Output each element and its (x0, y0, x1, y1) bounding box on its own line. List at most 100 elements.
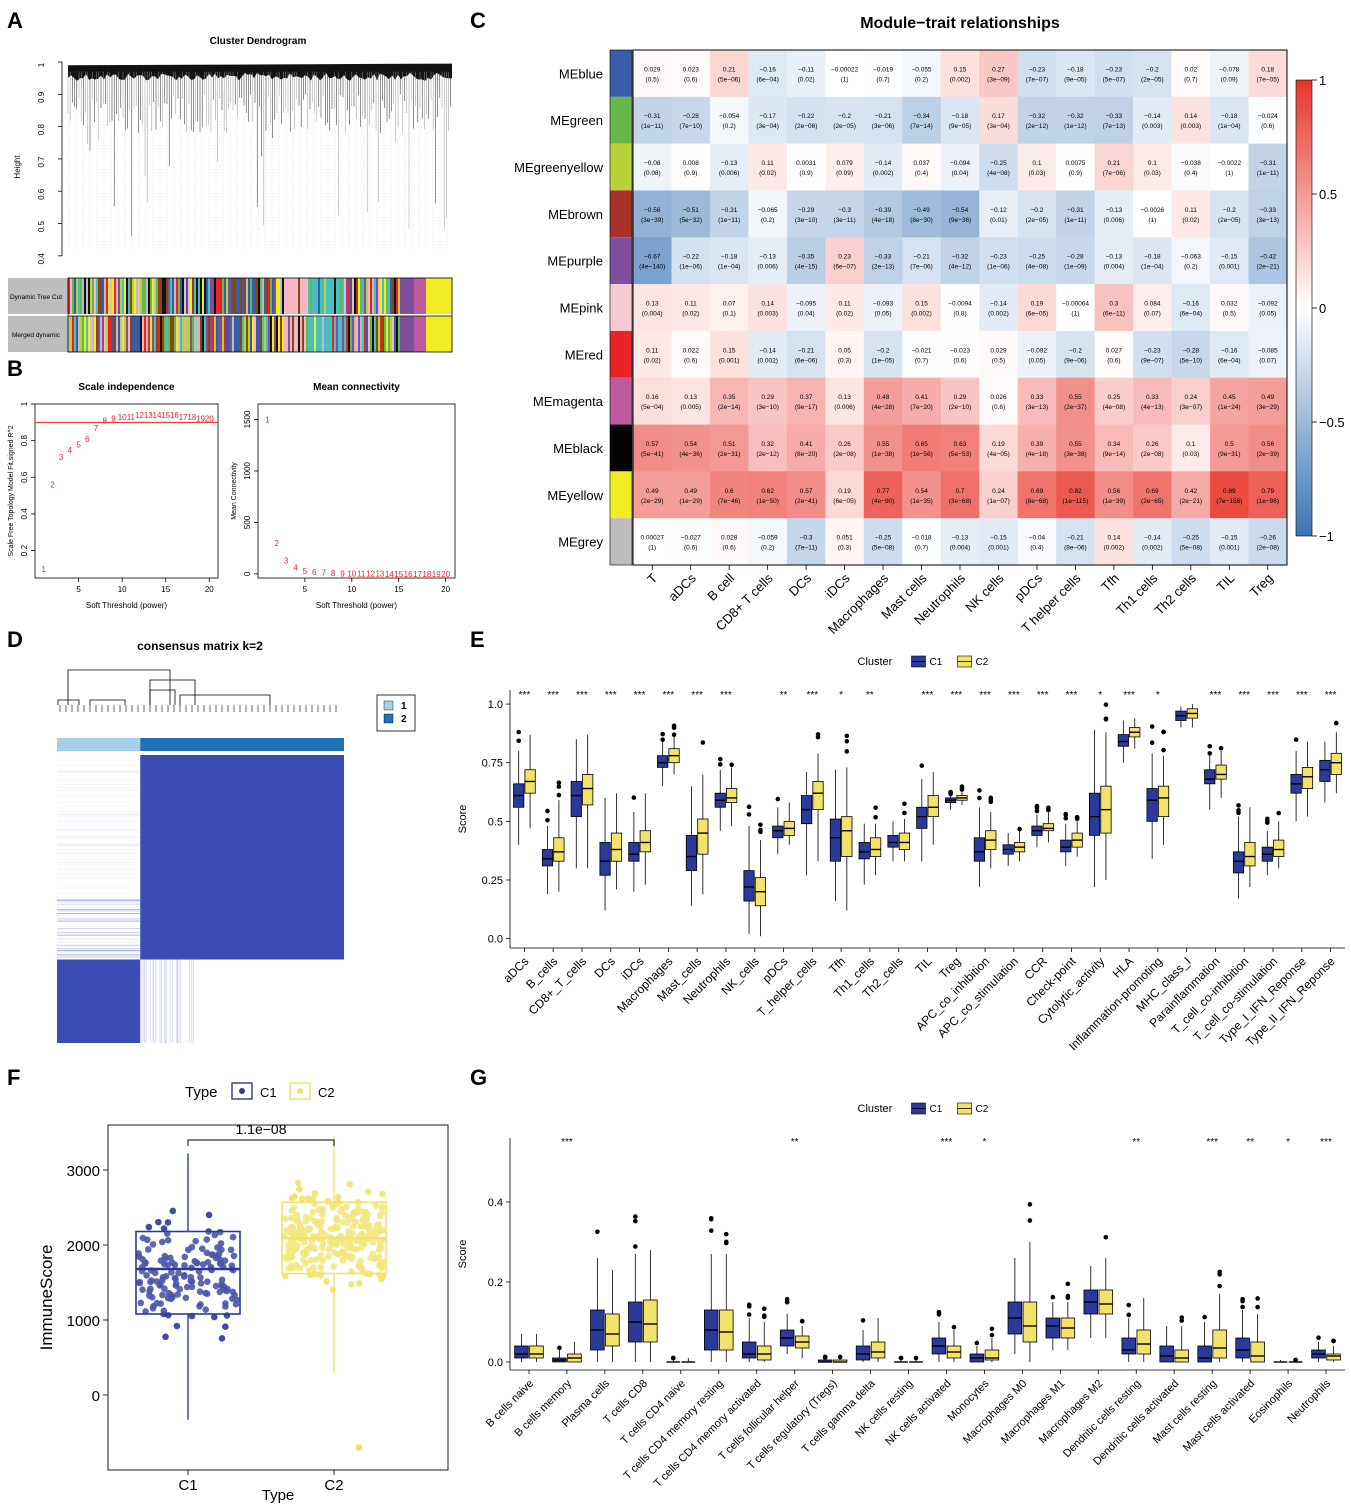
module-color-stripe (342, 316, 345, 352)
scale-independence-point: 11 (127, 413, 136, 422)
immunescore-point (227, 1246, 235, 1254)
immune-function-box (639, 830, 651, 853)
heatmap-cell (786, 471, 826, 519)
immune-function-outlier (1161, 729, 1166, 735)
immunescore-point (149, 1241, 157, 1248)
cell-pvalue: (0.6) (953, 357, 966, 364)
cell-correlation: −0.18 (1067, 66, 1084, 73)
module-color-stripe (368, 278, 371, 314)
immunescore-point (139, 1286, 146, 1294)
immune-function-significance: *** (691, 690, 703, 701)
mean-connectivity-y-tick-label: 1000 (243, 461, 252, 479)
immunescore-point (289, 1223, 297, 1231)
immune-cell-outlier (913, 1355, 919, 1361)
immune-function-box (1232, 851, 1245, 874)
scale-independence-point: 2 (50, 481, 55, 490)
module-color-stripe (112, 278, 115, 314)
cell-pvalue: (9e−05) (949, 123, 972, 130)
immune-cell-significance: * (982, 1137, 986, 1148)
module-color-stripe (380, 316, 383, 352)
immune-cell-y-tick-label: 0.2 (488, 1277, 503, 1289)
cell-pvalue: (0.08) (644, 170, 661, 177)
module-color-stripe (166, 278, 169, 314)
cell-pvalue: (4e−36) (679, 451, 702, 458)
immune-cell-outlier (1255, 1304, 1260, 1310)
module-color-stripe (192, 278, 195, 314)
cell-pvalue: (2e−21) (1180, 498, 1203, 505)
cell-pvalue: (1e−39) (1103, 498, 1126, 505)
immunescore-point (378, 1203, 386, 1211)
heatmap-cell (1248, 377, 1288, 425)
cluster-bar-1 (57, 738, 141, 751)
cell-pvalue: (0.002) (873, 170, 894, 177)
immunescore-point (155, 1218, 162, 1226)
module-color-stripe (386, 278, 389, 314)
module-color-stripe (314, 316, 317, 352)
heatmap-cell (1017, 190, 1057, 238)
dendrogram-y-tick-label: 0.4 (37, 253, 46, 265)
cell-correlation: 0.15 (954, 66, 967, 73)
heatmap-cell (940, 330, 980, 379)
immune-function-outlier (746, 812, 752, 817)
cell-correlation: 0.55 (1069, 441, 1082, 448)
cell-pvalue: (0.6) (1107, 357, 1120, 364)
module-color-swatch (610, 50, 632, 97)
cell-pvalue: (4e−15) (795, 264, 818, 271)
cell-correlation: 0.54 (684, 441, 697, 448)
cell-correlation: −0.054 (719, 113, 739, 120)
heatmap-cell (1094, 424, 1134, 472)
module-color-stripe (426, 316, 429, 352)
module-color-stripe (352, 316, 355, 352)
heatmap-cell (940, 377, 980, 425)
immune-function-outlier (717, 762, 723, 767)
panel-letter-b: B (7, 356, 23, 381)
immunescore-point (158, 1238, 166, 1246)
immune-cell-box (1022, 1301, 1038, 1343)
cell-pvalue: (3e−10) (756, 404, 779, 411)
immune-cell-x-tick-label: Macrophages M1 (999, 1378, 1068, 1447)
immunescore-point (291, 1193, 298, 1200)
immune-function-outlier (556, 780, 562, 786)
mean-connectivity-point: 14 (385, 570, 394, 579)
immune-function-box (1319, 759, 1331, 782)
immune-cell-box (1326, 1353, 1341, 1361)
heatmap-cell (1017, 518, 1057, 566)
heatmap-cell (863, 237, 903, 285)
heatmap-cell (1210, 143, 1249, 191)
cell-pvalue: (9e−06) (1064, 357, 1087, 364)
cell-pvalue: (0.2) (722, 123, 735, 130)
immune-cell-outlier (951, 1324, 957, 1330)
module-color-stripe (154, 278, 157, 314)
immunescore-xlabel: Type (262, 1487, 295, 1504)
cell-correlation: −0.13 (721, 160, 738, 167)
immunescore-point (356, 1280, 363, 1287)
cell-correlation: 0.23 (838, 254, 851, 261)
cell-pvalue: (0.01) (990, 217, 1007, 224)
heatmap-cell (1056, 471, 1095, 519)
cell-correlation: 0.57 (646, 441, 659, 448)
cell-pvalue: (0.09) (836, 170, 853, 177)
immune-function-box (1060, 839, 1072, 853)
immune-function-outlier (1236, 803, 1241, 808)
heatmap-cell (1133, 96, 1172, 144)
cell-correlation: 0.1 (1148, 160, 1157, 167)
module-color-stripe (210, 316, 213, 352)
cell-correlation: −0.28 (1067, 254, 1084, 261)
consensus-block-cluster-2 (140, 755, 344, 960)
cell-correlation: 0.11 (685, 301, 698, 308)
immunescore-point (147, 1278, 154, 1286)
module-color-stripe (190, 316, 193, 352)
module-color-stripe (222, 316, 225, 352)
heatmap-cell (1171, 518, 1211, 566)
cell-correlation: 0.051 (836, 535, 853, 542)
immune-function-outlier (1161, 747, 1166, 753)
cell-pvalue: (3e−39) (641, 217, 664, 224)
module-color-stripe (268, 278, 271, 314)
cell-pvalue: (1e−98) (1256, 498, 1279, 505)
cell-pvalue: (8e−68) (1026, 498, 1049, 505)
immune-function-significance: *** (922, 690, 934, 701)
immune-cell-box (605, 1313, 620, 1347)
immunescore-point (369, 1239, 377, 1246)
scale-independence-point: 10 (118, 413, 127, 422)
immune-cell-outlier (837, 1354, 843, 1360)
